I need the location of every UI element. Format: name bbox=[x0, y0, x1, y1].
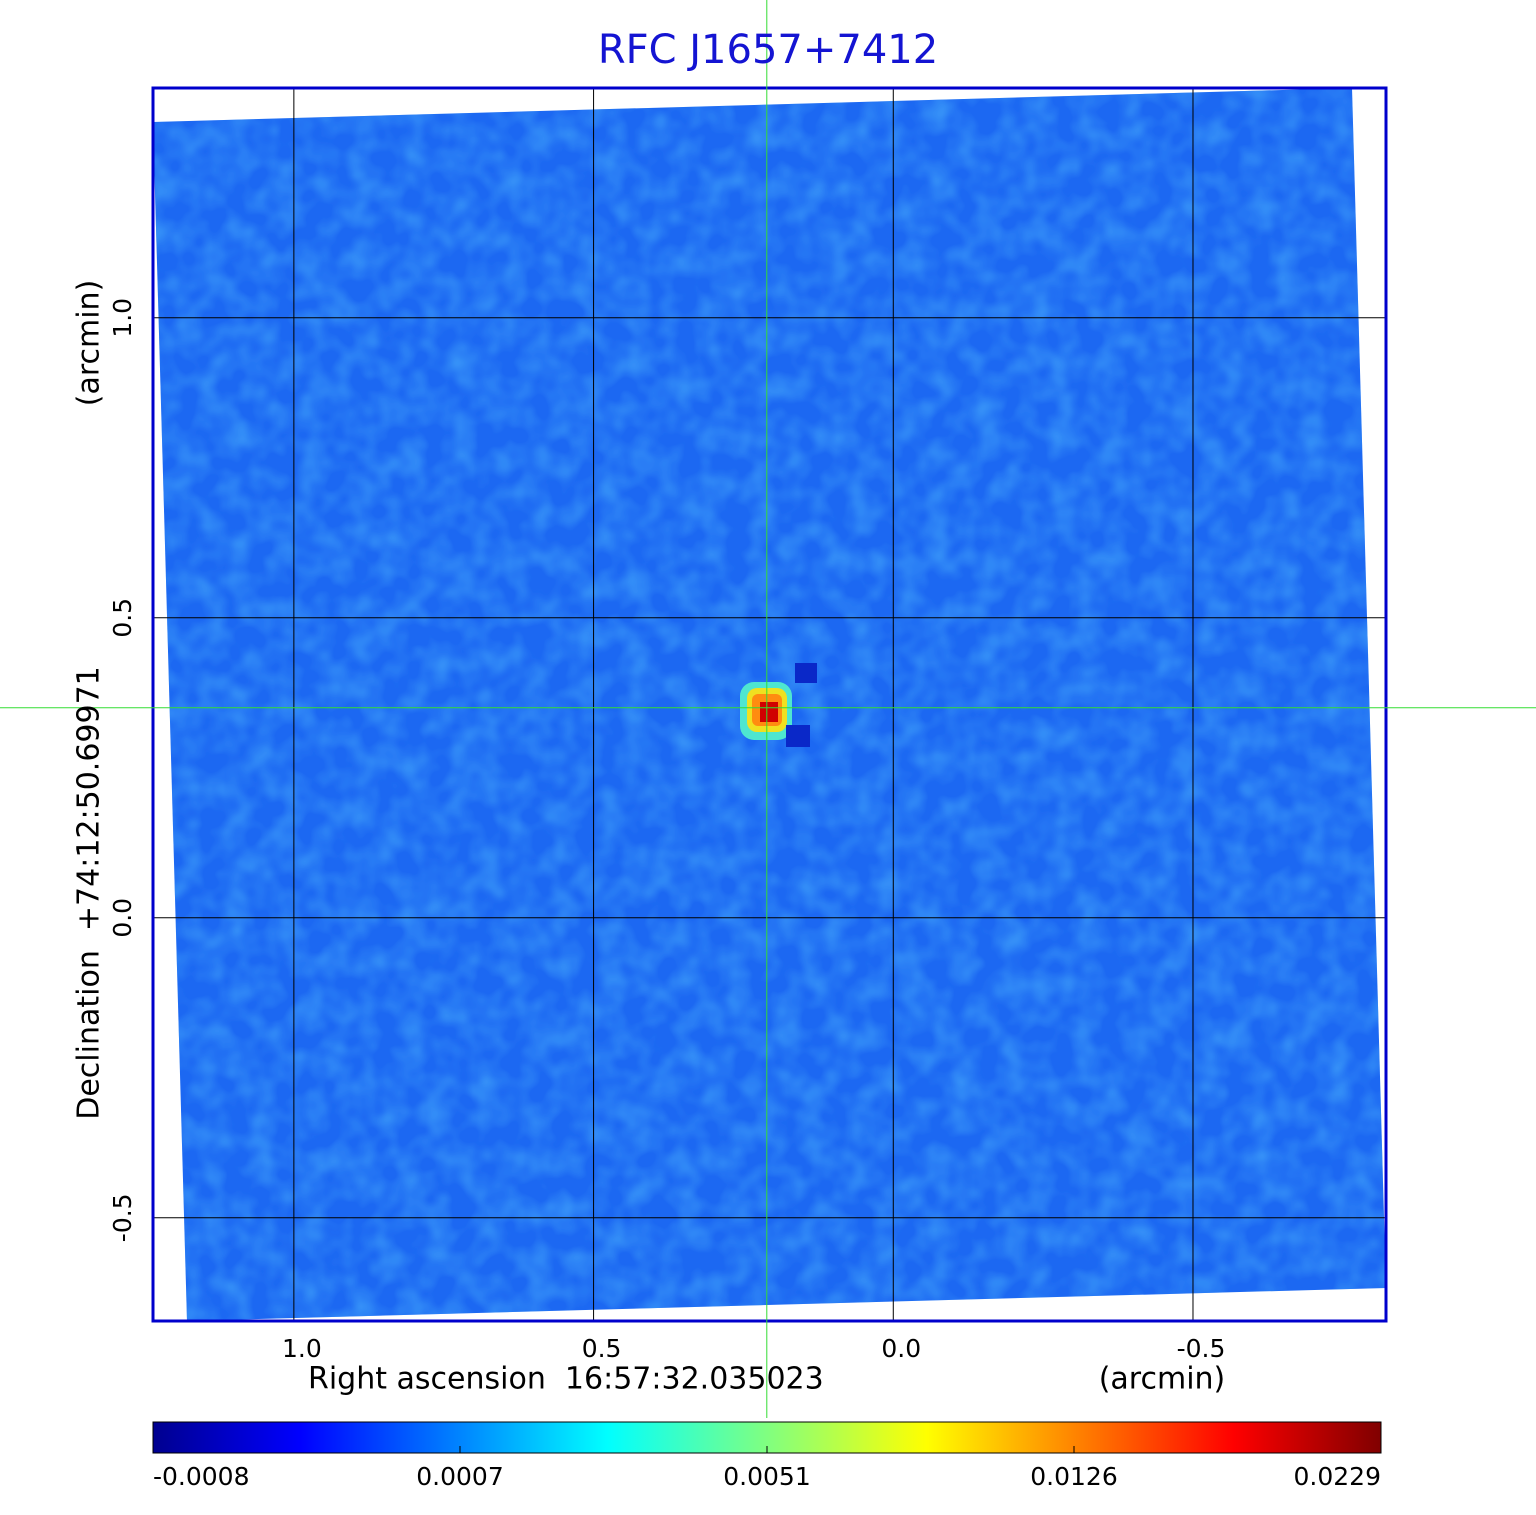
colorbar-tick-label: 0.0126 bbox=[1030, 1462, 1117, 1491]
y-axis-label: Declination +74:12:50.69971 bbox=[72, 666, 107, 1120]
chart-title: RFC J1657+7412 bbox=[598, 27, 938, 73]
source-peak bbox=[760, 702, 778, 722]
colorbar-tick-label: 0.0229 bbox=[1294, 1462, 1381, 1491]
y-tick-label: 1.0 bbox=[108, 298, 137, 338]
negative-lobe bbox=[786, 725, 810, 747]
colorbar-tick-label: 0.0007 bbox=[416, 1462, 503, 1491]
crosshair bbox=[0, 0, 1536, 1418]
x-tick-label: 0.5 bbox=[582, 1334, 622, 1363]
x-tick-label: -0.5 bbox=[1177, 1334, 1226, 1363]
x-axis-unit: (arcmin) bbox=[1099, 1362, 1226, 1397]
x-tick-label: 1.0 bbox=[282, 1334, 322, 1363]
y-tick-label: -0.5 bbox=[108, 1193, 137, 1242]
x-axis-label: Right ascension 16:57:32.035023 bbox=[308, 1362, 824, 1397]
x-tick-label: 0.0 bbox=[881, 1334, 921, 1363]
negative-lobe bbox=[795, 663, 817, 683]
grid bbox=[153, 88, 1386, 1321]
colorbar-tick-label: -0.0008 bbox=[153, 1462, 250, 1491]
y-tick-label: 0.5 bbox=[108, 598, 137, 638]
y-axis-unit: (arcmin) bbox=[72, 280, 107, 407]
axes-frame bbox=[151, 86, 1388, 1323]
y-tick-label: 0.0 bbox=[108, 898, 137, 938]
colorbar-tick-label: 0.0051 bbox=[723, 1462, 810, 1491]
